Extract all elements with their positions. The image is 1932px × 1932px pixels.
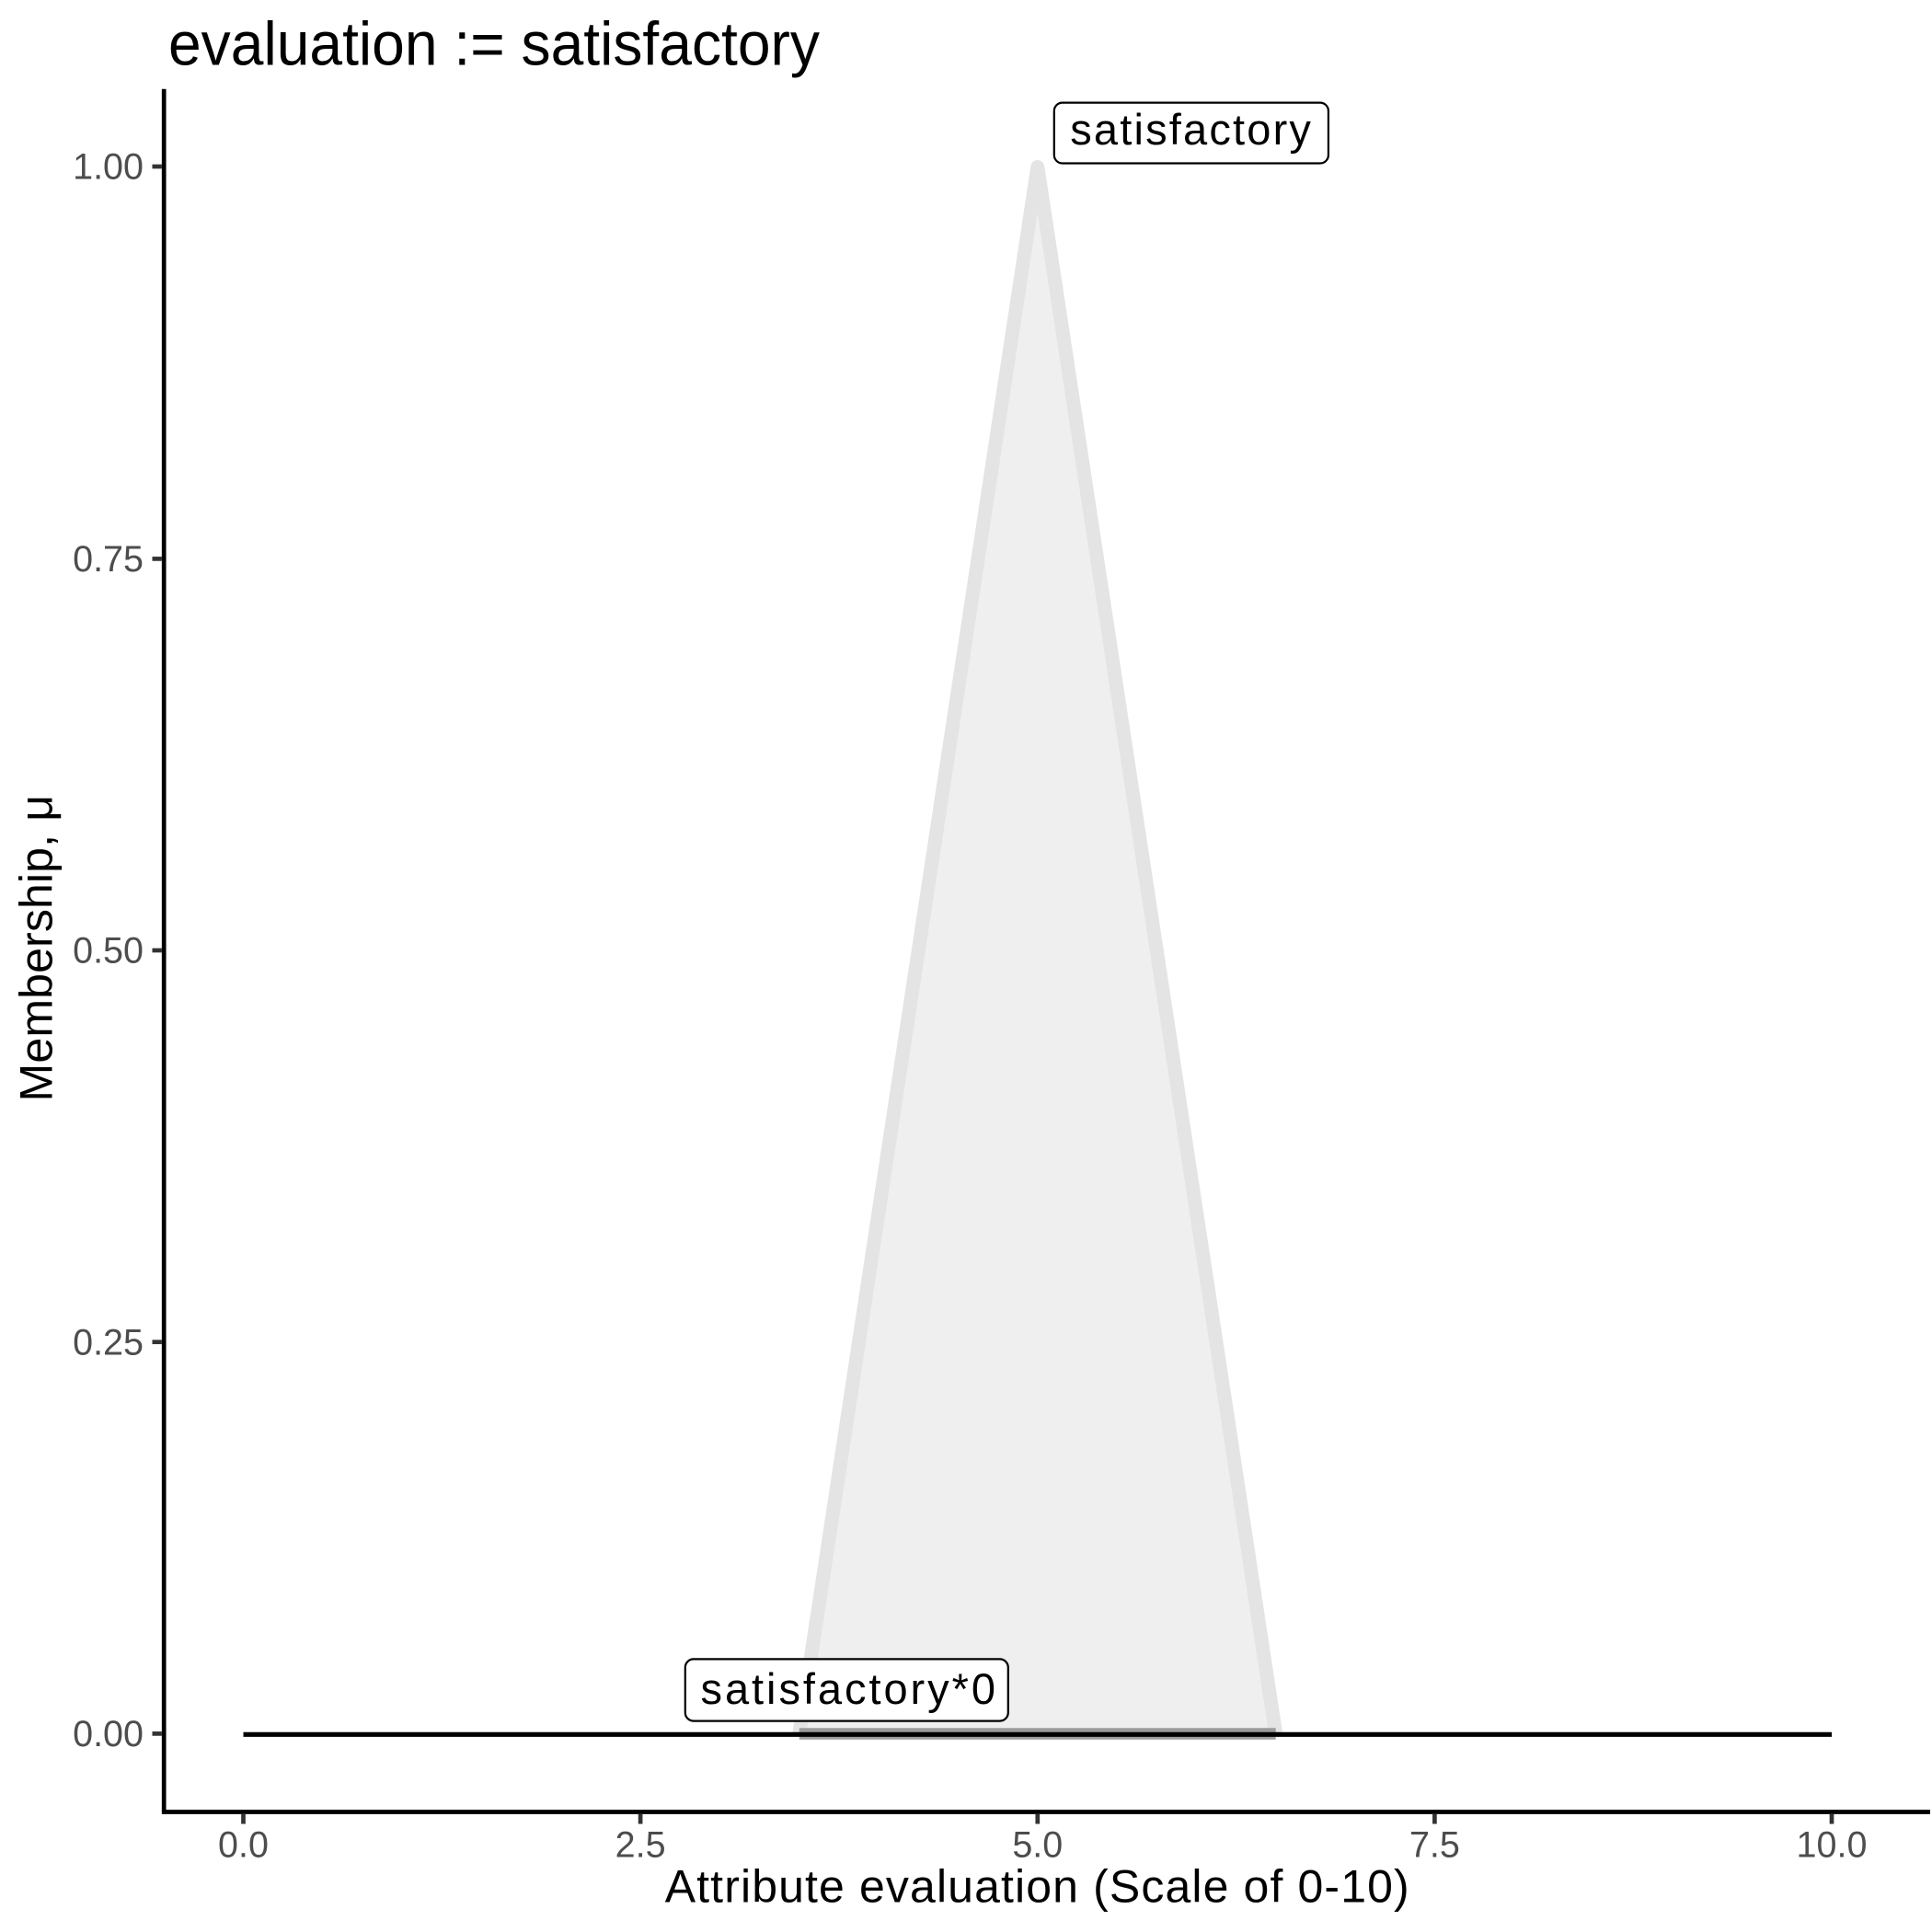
svg-text:0.25: 0.25 — [73, 1322, 144, 1363]
svg-text:5.0: 5.0 — [1012, 1825, 1063, 1866]
svg-text:Attribute evaluation (Scale of: Attribute evaluation (Scale of 0-10) — [665, 1861, 1409, 1913]
svg-text:satisfactory*0: satisfactory*0 — [701, 1664, 996, 1713]
svg-text:0.0: 0.0 — [218, 1825, 269, 1866]
svg-text:satisfactory: satisfactory — [1070, 105, 1311, 154]
svg-text:Membership, μ: Membership, μ — [10, 795, 62, 1102]
svg-text:7.5: 7.5 — [1409, 1825, 1460, 1866]
svg-text:2.5: 2.5 — [615, 1825, 666, 1866]
svg-text:0.00: 0.00 — [73, 1714, 144, 1754]
svg-text:0.75: 0.75 — [73, 539, 144, 580]
svg-text:evaluation := satisfactory: evaluation := satisfactory — [168, 9, 820, 78]
svg-text:0.50: 0.50 — [73, 931, 144, 972]
svg-text:10.0: 10.0 — [1797, 1825, 1868, 1866]
svg-text:1.00: 1.00 — [73, 147, 144, 188]
